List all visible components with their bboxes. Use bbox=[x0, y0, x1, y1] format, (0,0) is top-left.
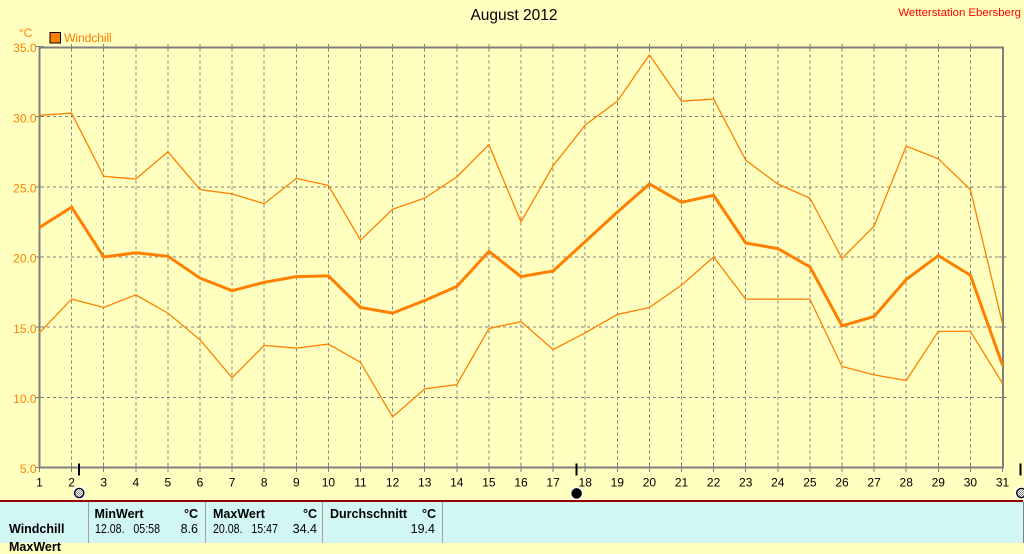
svg-text:12: 12 bbox=[386, 476, 400, 490]
svg-text:23: 23 bbox=[739, 476, 753, 490]
svg-text:20.0: 20.0 bbox=[13, 252, 37, 266]
svg-text:Windchill: Windchill bbox=[64, 31, 111, 45]
svg-text:22: 22 bbox=[707, 476, 721, 490]
svg-text:26: 26 bbox=[835, 476, 849, 490]
svg-text:5.0: 5.0 bbox=[20, 462, 37, 476]
svg-text:15: 15 bbox=[482, 476, 496, 490]
svg-text:25.0: 25.0 bbox=[13, 182, 37, 196]
svg-text:1: 1 bbox=[36, 476, 43, 490]
svg-text:21: 21 bbox=[675, 476, 689, 490]
svg-text:August 2012: August 2012 bbox=[470, 7, 557, 24]
svg-text:19: 19 bbox=[611, 476, 625, 490]
svg-text:27: 27 bbox=[867, 476, 881, 490]
svg-text:14: 14 bbox=[450, 476, 464, 490]
svg-text:3: 3 bbox=[100, 476, 107, 490]
svg-text:30: 30 bbox=[964, 476, 978, 490]
svg-text:6: 6 bbox=[197, 476, 204, 490]
svg-text:5: 5 bbox=[165, 476, 172, 490]
svg-text:35.0: 35.0 bbox=[13, 41, 37, 55]
svg-text:28: 28 bbox=[900, 476, 914, 490]
svg-text:Wetterstation Ebersberg: Wetterstation Ebersberg bbox=[898, 7, 1021, 19]
svg-text:10.0: 10.0 bbox=[13, 392, 37, 406]
svg-text:17: 17 bbox=[546, 476, 560, 490]
svg-text:18: 18 bbox=[579, 476, 593, 490]
svg-text:31: 31 bbox=[996, 476, 1010, 490]
svg-text:29: 29 bbox=[932, 476, 946, 490]
svg-text:4: 4 bbox=[132, 476, 139, 490]
svg-text:7: 7 bbox=[229, 476, 236, 490]
svg-text:°C: °C bbox=[19, 26, 33, 40]
svg-text:13: 13 bbox=[418, 476, 432, 490]
svg-text:11: 11 bbox=[354, 476, 367, 490]
svg-text:20: 20 bbox=[643, 476, 657, 490]
svg-text:8: 8 bbox=[261, 476, 268, 490]
svg-text:24: 24 bbox=[771, 476, 785, 490]
svg-text:10: 10 bbox=[322, 476, 336, 490]
svg-text:2: 2 bbox=[68, 476, 75, 490]
svg-text:9: 9 bbox=[293, 476, 300, 490]
svg-text:25: 25 bbox=[803, 476, 817, 490]
svg-text:15.0: 15.0 bbox=[13, 322, 37, 336]
svg-text:16: 16 bbox=[514, 476, 528, 490]
svg-text:30.0: 30.0 bbox=[13, 111, 37, 125]
